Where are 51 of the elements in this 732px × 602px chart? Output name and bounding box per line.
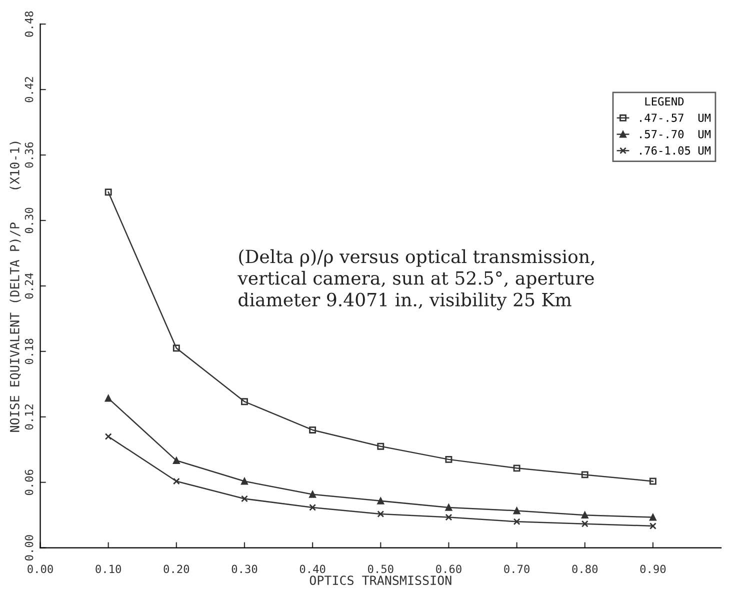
- y-tick-label: 0.36: [24, 142, 34, 168]
- y-tick-label: 0.18: [24, 338, 34, 364]
- x-tick-label: 0.50: [368, 564, 394, 574]
- x-tick-label: 0.10: [96, 564, 121, 574]
- point: [513, 464, 520, 472]
- point: [377, 497, 384, 504]
- x-tick-label: 0.90: [640, 564, 666, 574]
- legend-label: .76-1.05 UM: [640, 146, 711, 155]
- point: [104, 188, 112, 196]
- point: [581, 520, 588, 528]
- legend-title: LEGEND: [645, 97, 684, 106]
- point: [513, 507, 520, 514]
- point: [581, 512, 588, 519]
- point: [104, 394, 112, 402]
- point: [309, 426, 316, 434]
- point: [241, 398, 248, 406]
- point: [172, 457, 180, 464]
- point: [241, 478, 248, 485]
- point: [581, 471, 588, 478]
- point: [104, 433, 112, 440]
- point: [445, 504, 452, 511]
- point: [241, 495, 248, 502]
- point: [172, 344, 180, 352]
- y-tick-label: 0.48: [24, 11, 34, 37]
- x-tick-label: 0.60: [436, 564, 462, 574]
- x-tick-label: 0.30: [232, 564, 258, 574]
- point: [649, 514, 656, 521]
- x-tick-label: 0.20: [164, 564, 190, 574]
- point: [445, 514, 452, 521]
- point: [649, 478, 656, 485]
- y-tick-label: 0.42: [24, 77, 34, 102]
- x-tick-label: 0.80: [572, 564, 598, 574]
- legend-label: .57-.70 UM: [640, 130, 711, 138]
- point: [649, 522, 656, 530]
- point: [172, 478, 180, 485]
- point: [377, 442, 384, 450]
- point: [513, 518, 520, 526]
- x-tick-label: 0.40: [300, 564, 326, 574]
- point: [309, 490, 316, 498]
- y-tick-label: 0.30: [24, 208, 34, 234]
- y-tick-label: 0.06: [24, 470, 34, 496]
- legend-label: .47-.57 UM: [640, 114, 711, 122]
- point: [445, 456, 452, 463]
- y-axis-title: NOISE EQUIVALENT (DELTA P)/P (X10-1): [10, 142, 21, 432]
- y-tick-label: 0.12: [24, 404, 34, 430]
- point: [309, 504, 316, 511]
- x-axis-title: OPTICS TRANSMISSION: [310, 576, 452, 586]
- x-tick-label: 0.70: [504, 564, 530, 574]
- annotation: (Delta ρ)/ρ versus optical transmission, vertical camera, sun at 52.5°, aperture diameter 9.4071 in., visibility 25 Km: [238, 249, 594, 310]
- y-tick-label: 0.24: [24, 273, 34, 299]
- point: [377, 510, 384, 518]
